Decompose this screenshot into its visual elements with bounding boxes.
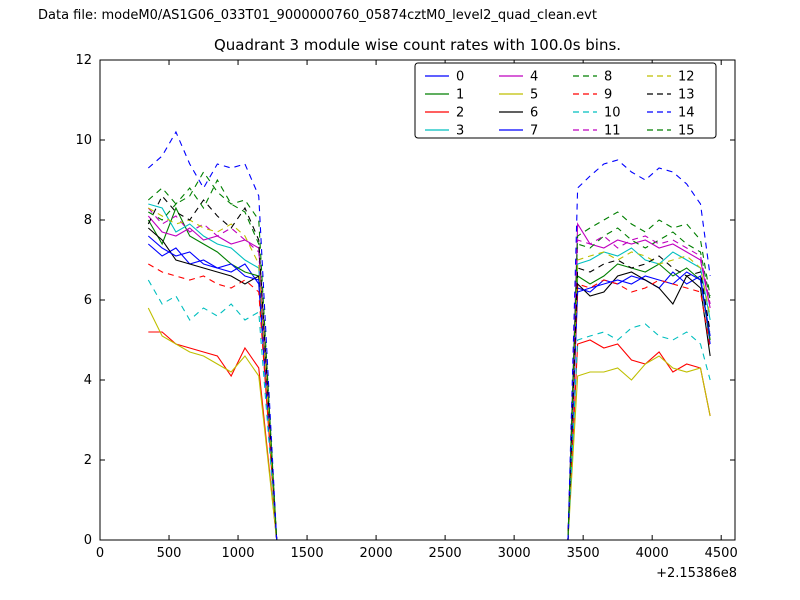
legend-item-0: 0 — [425, 70, 464, 85]
legend-label-3: 3 — [456, 124, 464, 139]
legend-item-10: 10 — [573, 106, 621, 121]
y-tick-label-2: 2 — [84, 453, 92, 468]
legend-label-7: 7 — [530, 124, 538, 139]
y-tick-label-12: 12 — [75, 53, 92, 68]
legend-item-14: 14 — [647, 106, 695, 121]
legend-label-9: 9 — [604, 88, 612, 103]
legend-item-11: 11 — [573, 124, 621, 139]
legend-label-15: 15 — [678, 124, 695, 139]
legend-item-4: 4 — [499, 70, 538, 85]
data-file-label: Data file: modeM0/AS1G06_033T01_90000007… — [38, 8, 597, 23]
legend-label-10: 10 — [604, 106, 621, 121]
y-tick-label-10: 10 — [75, 133, 92, 148]
legend-item-6: 6 — [499, 106, 538, 121]
series-line-10 — [147, 279, 711, 541]
legend-label-1: 1 — [456, 88, 464, 103]
x-axis-offset-label: +2.15386e8 — [656, 566, 737, 581]
x-tick-label-4000: 4000 — [636, 546, 669, 561]
legend-label-4: 4 — [530, 70, 538, 85]
legend-item-5: 5 — [499, 88, 538, 103]
legend-label-14: 14 — [678, 106, 695, 121]
x-tick-label-2500: 2500 — [429, 546, 462, 561]
series-line-13 — [147, 195, 711, 541]
y-tick-label-0: 0 — [84, 533, 92, 548]
x-tick-label-3500: 3500 — [567, 546, 600, 561]
legend-item-8: 8 — [573, 70, 612, 85]
legend-item-3: 3 — [425, 124, 464, 139]
legend-item-2: 2 — [425, 106, 464, 121]
chart-title: Quadrant 3 module wise count rates with … — [213, 36, 622, 54]
legend-label-13: 13 — [678, 88, 695, 103]
series-line-14 — [147, 130, 711, 541]
legend-label-11: 11 — [604, 124, 621, 139]
x-tick-label-3000: 3000 — [498, 546, 531, 561]
x-tick-label-0: 0 — [96, 546, 104, 561]
x-tick-label-1000: 1000 — [221, 546, 254, 561]
x-tick-label-500: 500 — [157, 546, 182, 561]
legend-box — [414, 62, 717, 139]
x-tick-label-4500: 4500 — [705, 546, 738, 561]
series-line-15 — [147, 170, 711, 541]
legend-item-1: 1 — [425, 88, 464, 103]
x-tick-label-1500: 1500 — [291, 546, 324, 561]
legend-item-15: 15 — [647, 124, 695, 139]
legend-item-12: 12 — [647, 70, 695, 85]
series-line-5 — [147, 307, 711, 541]
series-line-8 — [148, 178, 711, 541]
series-line-7 — [147, 235, 711, 541]
legend-label-0: 0 — [456, 70, 464, 85]
y-tick-label-4: 4 — [84, 373, 92, 388]
series-line-6 — [147, 227, 711, 541]
y-tick-label-6: 6 — [84, 293, 92, 308]
legend-label-2: 2 — [456, 106, 464, 121]
legend-item-13: 13 — [647, 88, 695, 103]
series-line-2 — [148, 331, 711, 541]
y-tick-label-8: 8 — [84, 213, 92, 228]
legend-label-6: 6 — [530, 106, 538, 121]
legend-item-7: 7 — [499, 124, 538, 139]
legend-label-8: 8 — [604, 70, 612, 85]
legend-label-12: 12 — [678, 70, 695, 85]
legend-label-5: 5 — [530, 88, 538, 103]
x-tick-label-2000: 2000 — [360, 546, 393, 561]
series-line-9 — [148, 263, 711, 541]
legend-item-9: 9 — [573, 88, 612, 103]
